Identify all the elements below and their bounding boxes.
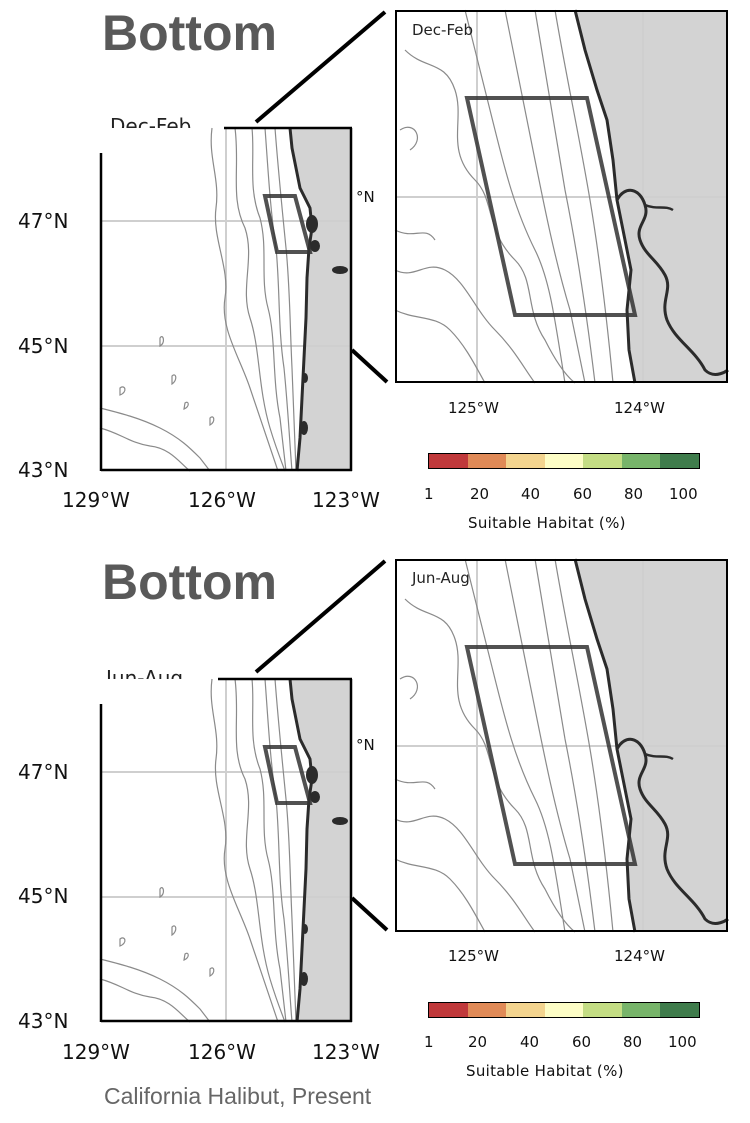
lat-tick-45: 45°N	[18, 884, 69, 908]
inset-selection-box	[464, 96, 638, 317]
colorbar-tick: 100	[669, 485, 698, 503]
colorbar-swatch	[506, 1003, 545, 1017]
connector-line-upper	[254, 559, 387, 674]
inset-lon-tick-125: 125°W	[448, 947, 499, 965]
inset-contours	[394, 558, 614, 933]
colorbar-tick: 80	[623, 1033, 643, 1051]
figure-caption: California Halibut, Present	[104, 1083, 372, 1109]
colorbar-tick: 20	[468, 1033, 488, 1051]
depth-title: Bottom	[102, 554, 277, 610]
zoom-connector-lines	[254, 10, 389, 384]
colorbar-swatch	[429, 1003, 468, 1017]
inset-lon-tick-125: 125°W	[448, 399, 499, 417]
estuary-marks	[300, 766, 348, 986]
lon-tick-129: 129°W	[62, 488, 130, 512]
colorbar-swatch	[467, 454, 507, 468]
land-mass	[290, 128, 352, 471]
estuary-marks	[300, 215, 348, 435]
inset-contours	[394, 9, 614, 384]
inset-lat-tick: °N	[356, 188, 375, 206]
colorbar-swatch	[583, 1003, 622, 1017]
colorbar-swatch	[621, 1003, 661, 1017]
colorbar-label: Suitable Habitat (%)	[466, 1062, 624, 1080]
inset-season-label: Jun-Aug	[412, 569, 470, 587]
colorbar	[428, 453, 700, 469]
lat-tick-43: 43°N	[18, 458, 69, 482]
lat-tick-45: 45°N	[18, 334, 69, 358]
lon-tick-123: 123°W	[312, 1040, 380, 1064]
colorbar-tick: 20	[470, 485, 490, 503]
colorbar	[428, 1002, 700, 1018]
colorbar-swatch	[506, 454, 545, 468]
colorbar-tick: 1	[424, 485, 434, 503]
connector-line-lower	[350, 348, 389, 384]
colorbar-label: Suitable Habitat (%)	[468, 514, 626, 532]
colorbar-tick: 80	[624, 485, 644, 503]
inset-lon-tick-124: 124°W	[614, 947, 665, 965]
selection-box	[262, 745, 313, 805]
colorbar-tick: 40	[521, 485, 541, 503]
colorbar-swatch	[660, 454, 700, 468]
colorbar-tick: 60	[572, 1033, 592, 1051]
lat-tick-43: 43°N	[18, 1009, 69, 1033]
main-map	[99, 677, 353, 1023]
colorbar-tick: 1	[424, 1033, 434, 1051]
inset-map	[394, 9, 729, 384]
selection-box	[262, 194, 313, 254]
inset-lon-tick-124: 124°W	[614, 399, 665, 417]
colorbar-swatch	[544, 1003, 584, 1017]
colorbar-swatch	[621, 454, 661, 468]
bathymetry-contours	[99, 678, 297, 1023]
colorbar-tick: 60	[573, 485, 593, 503]
bathymetry-contours	[99, 127, 297, 472]
lon-tick-123: 123°W	[312, 488, 380, 512]
lat-tick-47: 47°N	[18, 209, 69, 233]
depth-title: Bottom	[102, 5, 277, 61]
colorbar-swatch	[467, 1003, 507, 1017]
inset-selection-box	[464, 645, 638, 866]
land-mass	[290, 679, 352, 1022]
inset-map	[394, 558, 729, 933]
connector-line-lower	[350, 896, 389, 932]
colorbar-tick: 40	[520, 1033, 540, 1051]
connector-line-upper	[254, 10, 387, 124]
inset-lat-tick: °N	[356, 736, 375, 754]
colorbar-tick: 100	[668, 1033, 697, 1051]
colorbar-swatch	[660, 1003, 700, 1017]
inset-season-label: Dec-Feb	[412, 21, 473, 39]
main-map	[99, 126, 353, 472]
lat-tick-47: 47°N	[18, 760, 69, 784]
colorbar-swatch	[429, 454, 468, 468]
lon-tick-126: 126°W	[188, 1040, 256, 1064]
lon-tick-129: 129°W	[62, 1040, 130, 1064]
lon-tick-126: 126°W	[188, 488, 256, 512]
colorbar-swatch	[583, 454, 622, 468]
colorbar-swatch	[544, 454, 584, 468]
